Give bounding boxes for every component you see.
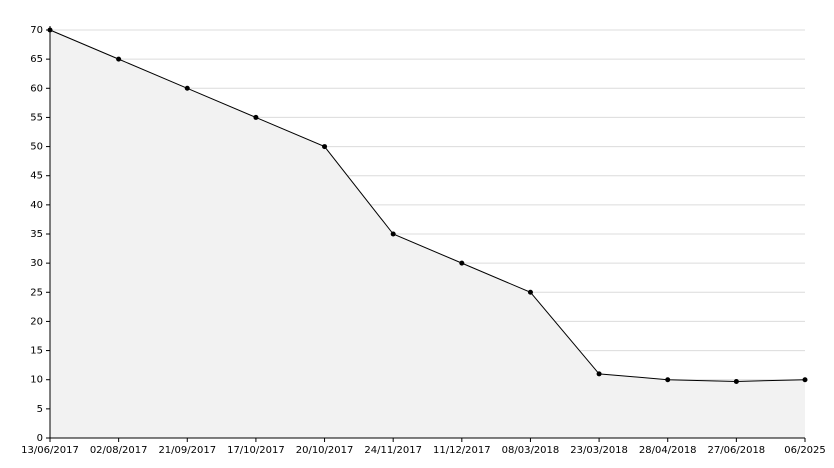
y-tick-label: 45	[30, 171, 43, 182]
point-marker	[733, 378, 739, 384]
area-fill	[50, 30, 805, 438]
y-tick-label: 5	[37, 404, 43, 415]
y-tick-label: 60	[30, 83, 43, 94]
x-tick-label: 24/11/2017	[364, 445, 422, 456]
point-marker	[665, 377, 671, 383]
x-tick-label: 08/03/2018	[502, 445, 560, 456]
y-tick-label: 65	[30, 54, 43, 65]
y-tick-label: 50	[30, 142, 43, 153]
x-tick-label: 21/09/2017	[158, 445, 216, 456]
point-marker	[116, 56, 122, 62]
y-tick-label: 30	[30, 258, 43, 269]
x-tick-label: 20/10/2017	[296, 445, 354, 456]
y-tick-label: 15	[30, 346, 43, 357]
point-marker	[184, 85, 190, 91]
y-tick-label: 55	[30, 112, 43, 123]
y-tick-label: 20	[30, 316, 43, 327]
x-tick-label: 13/06/2017	[21, 445, 79, 456]
x-tick-label: 02/08/2017	[90, 445, 148, 456]
point-marker	[802, 377, 808, 383]
x-tick-label: 17/10/2017	[227, 445, 285, 456]
x-tick-label: 06/2025	[784, 445, 826, 456]
y-tick-label: 35	[30, 229, 43, 240]
x-tick-label: 23/03/2018	[570, 445, 628, 456]
y-tick-label: 70	[30, 25, 43, 36]
point-marker	[596, 371, 602, 377]
point-marker	[459, 260, 465, 266]
x-tick-label: 28/04/2018	[639, 445, 697, 456]
point-marker	[390, 231, 396, 237]
y-tick-label: 25	[30, 287, 43, 298]
x-tick-label: 11/12/2017	[433, 445, 491, 456]
y-tick-label: 40	[30, 200, 43, 211]
y-tick-label: 10	[30, 375, 43, 386]
point-marker	[253, 114, 259, 120]
x-tick-label: 27/06/2018	[708, 445, 766, 456]
line	[49, 29, 806, 382]
point-marker	[322, 144, 328, 150]
point-marker	[527, 289, 533, 295]
y-tick-label: 0	[37, 433, 43, 444]
